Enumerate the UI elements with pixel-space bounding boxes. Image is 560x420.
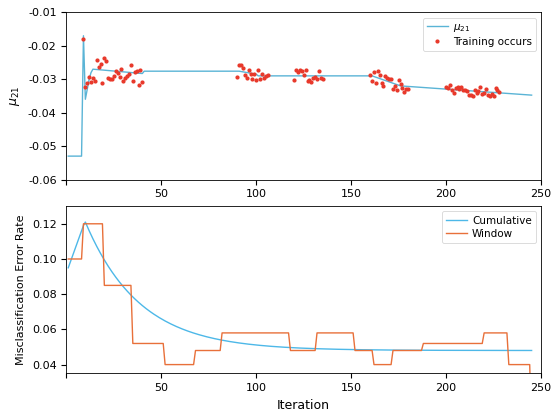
Training occurs	[469, 93, 476, 98]
Training occurs	[375, 69, 381, 74]
Cumulative	[287, 345, 294, 350]
$\mu_{21}$	[297, 74, 304, 79]
Window	[297, 348, 304, 353]
Y-axis label: $\mu_{21}$: $\mu_{21}$	[8, 86, 22, 106]
Training occurs	[487, 94, 493, 99]
Training occurs	[255, 68, 262, 73]
$\mu_{21}$	[528, 92, 535, 97]
Cumulative	[65, 265, 72, 270]
Window	[80, 221, 87, 226]
Line: Cumulative: Cumulative	[68, 222, 531, 350]
Training occurs	[109, 77, 115, 82]
Cumulative	[129, 294, 136, 299]
Cumulative	[228, 339, 235, 344]
Training occurs	[80, 37, 87, 42]
Cumulative	[207, 335, 214, 340]
Training occurs	[496, 89, 503, 94]
Cumulative	[82, 220, 88, 225]
Line: $\mu_{21}$: $\mu_{21}$	[68, 36, 531, 156]
Line: Window: Window	[68, 224, 531, 420]
Line: Training occurs: Training occurs	[81, 36, 502, 99]
$\mu_{21}$	[129, 70, 136, 75]
$\mu_{21}$	[65, 154, 72, 159]
Cumulative	[297, 346, 304, 351]
$\mu_{21}$	[207, 68, 214, 74]
Window	[101, 283, 108, 288]
Cumulative	[101, 257, 108, 262]
Window	[207, 348, 214, 353]
Training occurs	[244, 75, 250, 80]
Window	[228, 331, 235, 336]
Window	[129, 341, 136, 346]
Window	[287, 348, 294, 353]
Legend: $\mu_{21}$, Training occurs: $\mu_{21}$, Training occurs	[423, 18, 536, 51]
X-axis label: Iteration: Iteration	[277, 399, 330, 412]
Y-axis label: Misclassification Error Rate: Misclassification Error Rate	[16, 215, 26, 365]
Training occurs	[129, 78, 136, 83]
Cumulative	[528, 348, 535, 353]
$\mu_{21}$	[228, 68, 235, 74]
$\mu_{21}$	[287, 74, 294, 79]
Window	[65, 257, 72, 262]
$\mu_{21}$	[101, 68, 108, 73]
Legend: Cumulative, Window: Cumulative, Window	[442, 211, 536, 243]
$\mu_{21}$	[80, 33, 87, 38]
